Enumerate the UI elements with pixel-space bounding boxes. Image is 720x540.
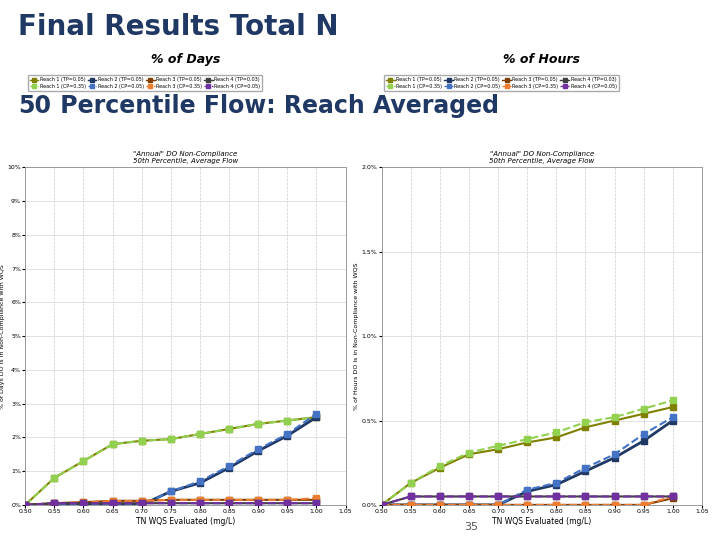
Text: Percentile Flow: Reach Averaged: Percentile Flow: Reach Averaged xyxy=(52,94,499,118)
Text: 50: 50 xyxy=(18,94,51,118)
Text: % of Days: % of Days xyxy=(150,53,220,66)
Title: "Annual" DO Non-Compliance
50th Percentile, Average Flow: "Annual" DO Non-Compliance 50th Percenti… xyxy=(489,151,595,164)
Y-axis label: % of Days DO is in Non-Compliance with WQS: % of Days DO is in Non-Compliance with W… xyxy=(0,264,4,409)
Legend: Reach 1 (TP=0.05), Reach 1 (CP=0.35), Reach 2 (TP=0.05), Reach 2 (CP=0.05), Reac: Reach 1 (TP=0.05), Reach 1 (CP=0.35), Re… xyxy=(27,76,262,91)
Legend: Reach 1 (TP=0.05), Reach 1 (CP=0.35), Reach 2 (TP=0.05), Reach 2 (CP=0.05), Reac: Reach 1 (TP=0.05), Reach 1 (CP=0.35), Re… xyxy=(384,76,618,91)
Text: th: th xyxy=(42,75,58,89)
Y-axis label: % of Hours DO is in Non-Compliance with WQS: % of Hours DO is in Non-Compliance with … xyxy=(354,262,359,410)
X-axis label: TN WQS Evaluated (mg/L): TN WQS Evaluated (mg/L) xyxy=(136,517,235,526)
Text: Final Results Total N: Final Results Total N xyxy=(18,13,338,41)
Text: % of Hours: % of Hours xyxy=(503,53,580,66)
Title: "Annual" DO Non-Compliance
50th Percentile, Average Flow: "Annual" DO Non-Compliance 50th Percenti… xyxy=(132,151,238,164)
X-axis label: TN WQS Evaluated (mg/L): TN WQS Evaluated (mg/L) xyxy=(492,517,591,526)
Text: 35: 35 xyxy=(464,522,479,532)
